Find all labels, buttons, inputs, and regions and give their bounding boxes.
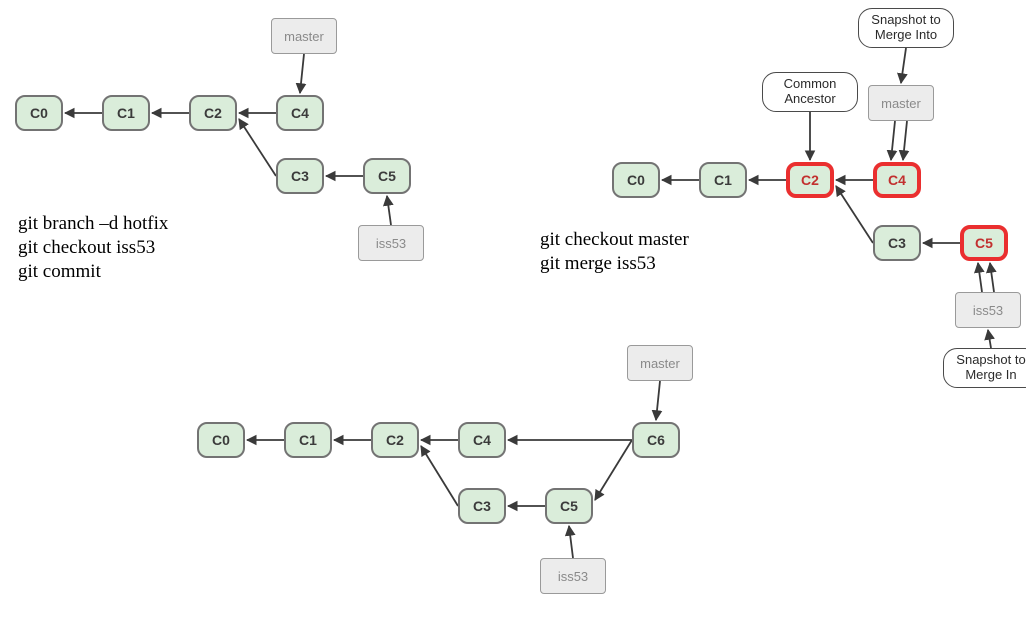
branch-ptr-d1-master: [300, 54, 304, 93]
commit-node-d3-c0: C0: [197, 422, 245, 458]
branch-ptr-d2-master-b: [903, 121, 907, 160]
branch-label-d1-master: master: [271, 18, 337, 54]
edge-d3-c6-c5: [595, 440, 632, 500]
commit-node-d3-c5: C5: [545, 488, 593, 524]
branch-label-d3-master: master: [627, 345, 693, 381]
commit-node-d2-c1: C1: [699, 162, 747, 198]
commit-node-d1-c3: C3: [276, 158, 324, 194]
annotation-d2-common-ancestor: Common Ancestor: [762, 72, 858, 112]
edge-d2-c3-c2: [836, 186, 873, 243]
branch-label-d2-iss53: iss53: [955, 292, 1021, 328]
commit-node-d3-c3: C3: [458, 488, 506, 524]
branch-label-d1-iss53: iss53: [358, 225, 424, 261]
commit-node-d2-c3: C3: [873, 225, 921, 261]
commit-node-d2-c4: C4: [873, 162, 921, 198]
commit-node-d2-c0: C0: [612, 162, 660, 198]
commit-node-d2-c5: C5: [960, 225, 1008, 261]
branch-ptr-d1-iss53: [387, 196, 391, 225]
commit-node-d1-c4: C4: [276, 95, 324, 131]
commit-node-d3-c1: C1: [284, 422, 332, 458]
branch-ptr-d2-iss53-a: [978, 263, 982, 292]
branch-ptr-d2-master-a: [891, 121, 895, 160]
branch-ptr-d3-iss53: [569, 526, 573, 558]
branch-label-d3-iss53: iss53: [540, 558, 606, 594]
commands-d1: git branch –d hotfix git checkout iss53 …: [18, 212, 168, 283]
branch-ptr-d3-master: [656, 381, 660, 420]
branch-ptr-d2-iss53-b: [990, 263, 994, 292]
annotation-d2-snapshot-merge-in: Snapshot to Merge In: [943, 348, 1026, 388]
commit-node-d3-c2: C2: [371, 422, 419, 458]
annot-ptr-d2-snapshot-merge-in: [988, 330, 991, 348]
commit-node-d1-c1: C1: [102, 95, 150, 131]
commit-node-d1-c5: C5: [363, 158, 411, 194]
commit-node-d2-c2: C2: [786, 162, 834, 198]
commands-d2: git checkout master git merge iss53: [540, 228, 689, 276]
edge-d1-c3-c2: [239, 119, 276, 176]
commit-node-d1-c0: C0: [15, 95, 63, 131]
git-merge-diagram-stage: C0 C1 C2 C3 C4 C5 master iss53 git branch –d hot…: [0, 0, 1026, 635]
annot-ptr-d2-snapshot-merge-into: [901, 48, 906, 83]
commit-node-d3-c4: C4: [458, 422, 506, 458]
annotation-d2-snapshot-merge-into: Snapshot to Merge Into: [858, 8, 954, 48]
branch-label-d2-master: master: [868, 85, 934, 121]
commit-node-d1-c2: C2: [189, 95, 237, 131]
commit-node-d3-c6: C6: [632, 422, 680, 458]
edge-d3-c3-c2: [421, 446, 458, 506]
